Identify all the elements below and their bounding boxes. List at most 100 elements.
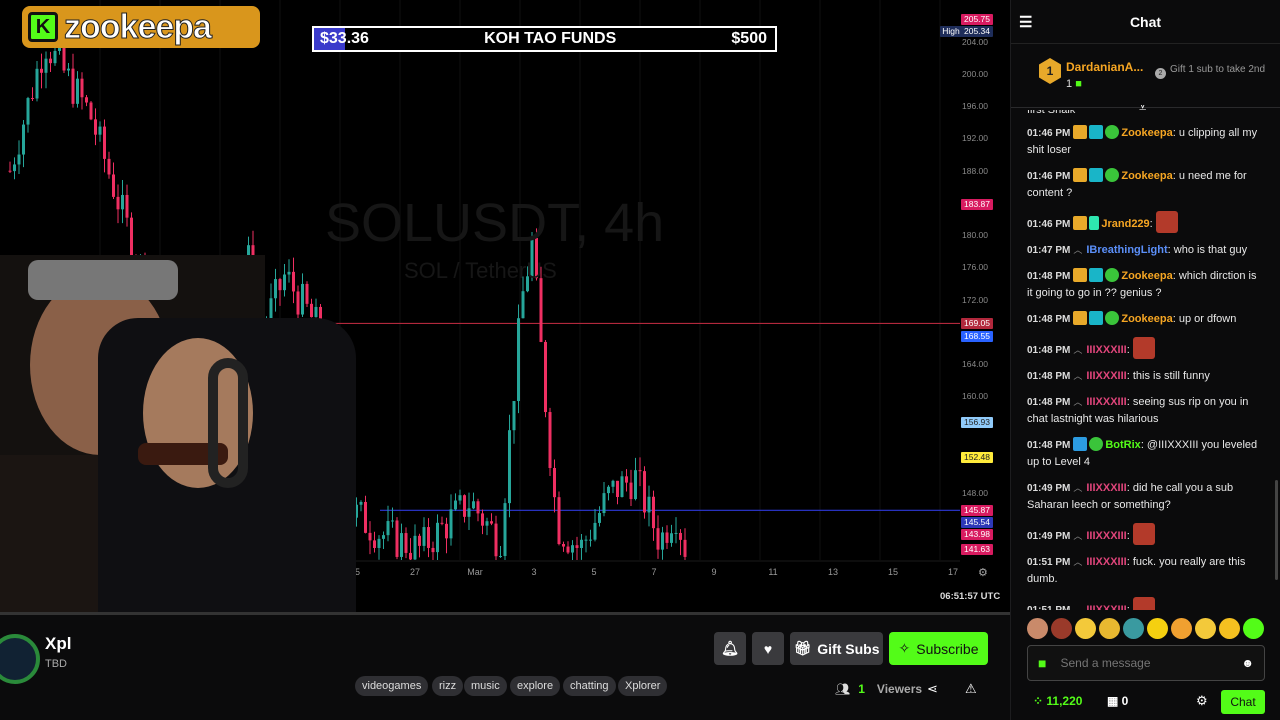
candle: [494, 523, 498, 557]
tag-rizz[interactable]: rizz: [432, 676, 464, 696]
message-time: 01:47 PM: [1027, 245, 1071, 256]
store-button[interactable]: ▦ 0: [1107, 694, 1129, 708]
candle: [530, 238, 534, 277]
candle: [521, 291, 525, 319]
webcam-guest: [98, 318, 356, 612]
chat-messages[interactable]: first Snaik 01:46 PM Zookeepa: u clipping…: [1011, 110, 1273, 610]
tag-music[interactable]: music: [464, 676, 507, 696]
emote-icon[interactable]: [1195, 618, 1216, 639]
candle: [607, 486, 610, 494]
leader-name[interactable]: DardanianA...: [1066, 60, 1144, 74]
emote-icon[interactable]: [1051, 618, 1072, 639]
tag-xplorer[interactable]: Xplorer: [618, 676, 668, 696]
emoji-icon[interactable]: ☻: [1241, 656, 1254, 670]
gift-subs-button[interactable]: 🎁︎ Gift Subs: [790, 632, 883, 665]
candle: [116, 196, 120, 210]
candle: [274, 279, 277, 299]
channel-points[interactable]: ⁘ 11,220: [1033, 694, 1083, 708]
share-icon[interactable]: ⋖: [927, 681, 938, 696]
candle: [665, 532, 669, 543]
message-username[interactable]: IIIXXXIII: [1086, 556, 1127, 568]
candle: [355, 504, 358, 518]
chevron-badge-icon: ︿: [1073, 557, 1083, 567]
candle: [562, 544, 565, 547]
candle: [310, 303, 313, 318]
subscribe-button[interactable]: ✧ Subscribe: [889, 632, 988, 665]
goal-title: KOH TAO FUNDS: [484, 30, 617, 47]
message-time: 01:48 PM: [1027, 271, 1071, 282]
message-time: 01:49 PM: [1027, 483, 1071, 494]
message-username[interactable]: Jrand229: [1101, 218, 1150, 230]
follow-button[interactable]: ♥: [752, 632, 784, 665]
message-time: 01:46 PM: [1027, 171, 1071, 182]
emote-icon[interactable]: [1243, 618, 1264, 639]
chat-scrollbar[interactable]: [1275, 480, 1278, 580]
pinned-toggle-icon[interactable]: ⩡: [1139, 100, 1147, 115]
verified-badge-icon: [1105, 268, 1120, 282]
viewers-number: 1: [858, 682, 865, 696]
message-username[interactable]: IIIXXXIII: [1086, 344, 1127, 356]
time-axis-label: 11: [768, 567, 778, 577]
collapse-chat-icon[interactable]: ☰: [1019, 14, 1033, 31]
chart-settings-icon[interactable]: ⚙: [978, 567, 988, 579]
emote-icon[interactable]: [1171, 618, 1192, 639]
emote-icon: [1155, 211, 1178, 233]
candle: [454, 500, 457, 510]
time-axis-label: 27: [409, 567, 421, 577]
message-username[interactable]: BotRix: [1105, 439, 1141, 451]
emote-icon: [1132, 597, 1155, 610]
settings-icon[interactable]: ⚙: [1196, 693, 1208, 708]
candle: [17, 154, 21, 165]
chat-message: 01:51 PM︿IIIXXXIII:: [1027, 597, 1265, 610]
emote-icon[interactable]: [1075, 618, 1096, 639]
message-username[interactable]: IIIXXXIII: [1086, 604, 1127, 610]
time-axis-label: 17: [947, 567, 959, 577]
emote-icon[interactable]: [1123, 618, 1144, 639]
time-axis-label: 9: [711, 567, 717, 577]
channel-name[interactable]: Xpl: [45, 634, 72, 653]
progress-scrubber[interactable]: [0, 612, 1010, 615]
candle: [476, 501, 480, 514]
candle: [557, 497, 561, 545]
price-tag: 152.48: [961, 452, 993, 463]
chat-header: ☰ Chat: [1011, 0, 1280, 44]
chat-input-box[interactable]: ■ ☻: [1027, 645, 1265, 681]
candle: [85, 97, 88, 103]
candle: [112, 174, 115, 197]
emote-icon[interactable]: [1147, 618, 1168, 639]
candle: [539, 278, 543, 342]
message-text: : this is still funny: [1126, 370, 1210, 382]
tag-videogames[interactable]: videogames: [355, 676, 429, 696]
chat-message: 01:48 PM ︿ IIIXXXIII:: [1027, 337, 1265, 359]
report-icon[interactable]: ⚠: [965, 681, 977, 696]
chat-message: 01:49 PM ︿ IIIXXXIII: did he call you a su…: [1027, 480, 1265, 514]
video-player[interactable]: SOLUSDT, 4h SOL / TetherUS 200.00 196.00 1…: [0, 0, 1010, 612]
message-username[interactable]: IIIXXXIII: [1086, 530, 1127, 542]
message-username[interactable]: Zookeepa: [1121, 170, 1173, 182]
chat-message-input[interactable]: [1060, 656, 1242, 670]
message-username[interactable]: IIIXXXIII: [1086, 396, 1127, 408]
message-text: : which dirction is it going to go in ??…: [1027, 270, 1257, 299]
emote-icon[interactable]: [1219, 618, 1240, 639]
chevron-badge-icon: ︿: [1073, 397, 1083, 407]
candle: [472, 501, 475, 509]
candle: [283, 274, 286, 291]
logo-text: zookeepa: [64, 7, 213, 46]
next-rank-badge: 2: [1155, 68, 1166, 79]
gift-icon[interactable]: ■: [1038, 655, 1047, 671]
message-username[interactable]: Zookeepa: [1121, 127, 1173, 139]
send-chat-button[interactable]: Chat: [1221, 690, 1265, 714]
candle: [656, 528, 660, 550]
tag-chatting[interactable]: chatting: [563, 676, 616, 696]
message-username[interactable]: Zookeepa: [1121, 313, 1173, 325]
tag-explore[interactable]: explore: [510, 676, 561, 696]
channel-avatar[interactable]: [0, 634, 40, 684]
notification-button[interactable]: 🔔︎: [714, 632, 746, 665]
emote-icon[interactable]: [1027, 618, 1048, 639]
message-username[interactable]: IIIXXXIII: [1086, 370, 1127, 382]
emote-icon[interactable]: [1099, 618, 1120, 639]
gift-badge-icon: [1089, 216, 1100, 230]
message-username[interactable]: IIIXXXIII: [1086, 482, 1127, 494]
message-username[interactable]: IBreathingLight: [1086, 244, 1168, 256]
message-username[interactable]: Zookeepa: [1121, 270, 1173, 282]
